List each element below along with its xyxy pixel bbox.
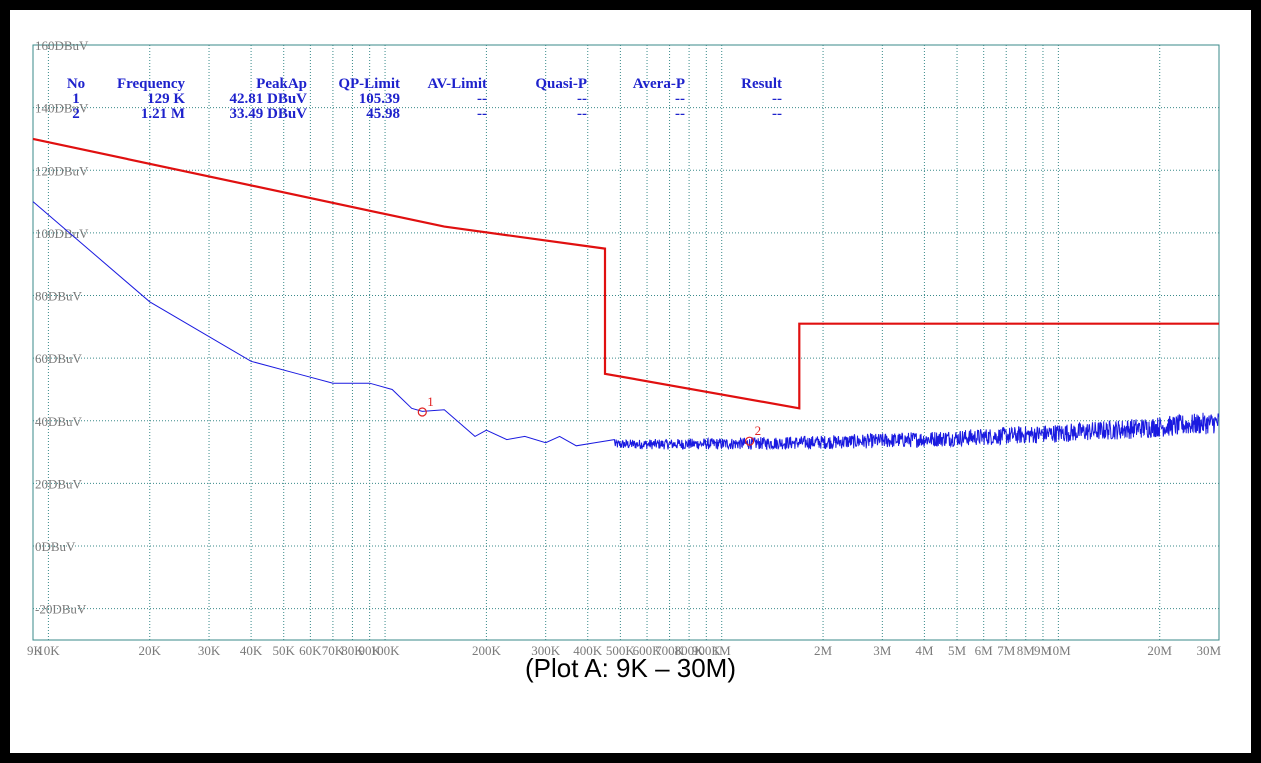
series <box>32 137 1220 451</box>
y-tick-label: 160DBuV <box>35 38 89 53</box>
y-tick-label: 40DBuV <box>35 414 83 429</box>
y-tick-label: 60DBuV <box>35 351 83 366</box>
x-tick-label: 30K <box>198 643 221 658</box>
table-cell: 45.98 <box>366 106 400 122</box>
x-tick-label: 2M <box>814 643 833 658</box>
result-table: No Frequency PeakAp QP-Limit AV-Limit Quasi-P… <box>67 76 782 122</box>
table-cell: -- <box>675 91 685 107</box>
x-tick-label: 400K <box>573 643 603 658</box>
table-cell: -- <box>577 106 587 122</box>
marker-2-circle <box>744 436 755 446</box>
y-tick-label: 100DBuV <box>35 226 89 241</box>
plot-caption: (Plot A: 9K – 30M) <box>525 653 736 683</box>
x-tick-label: 40K <box>240 643 263 658</box>
table-header-no: No <box>67 76 85 92</box>
measured-trace <box>32 201 1220 451</box>
x-tick-label: 30M <box>1196 643 1221 658</box>
table-header-avera-p: Avera-P <box>633 76 685 92</box>
x-tick-label: 4M <box>915 643 934 658</box>
markers: 12 <box>417 394 762 446</box>
limit-line <box>32 137 1219 410</box>
x-tick-label: 300K <box>531 643 561 658</box>
x-tick-label: 8M <box>1017 643 1036 658</box>
table-header-av-limit: AV-Limit <box>428 76 487 92</box>
emission-plot: 160DBuV140DBuV120DBuV100DBuV80DBuV60DBuV… <box>27 38 1221 658</box>
x-tick-label: 7M <box>997 643 1016 658</box>
y-tick-label: -20DBuV <box>35 602 87 617</box>
table-cell: 129 K <box>147 91 185 107</box>
table-cell: 1 <box>72 91 80 107</box>
x-tick-label: 90K <box>358 643 381 658</box>
x-tick-label: 6M <box>975 643 994 658</box>
x-tick-label: 80K <box>341 643 364 658</box>
x-tick-label: 9M <box>1034 643 1053 658</box>
table-cell: -- <box>477 106 487 122</box>
x-tick-label: 10K <box>37 643 60 658</box>
y-tick-label: 0DBuV <box>35 539 76 554</box>
x-tick-label: 20K <box>139 643 162 658</box>
y-tick-label: 120DBuV <box>35 163 89 178</box>
marker-1-circle <box>417 407 427 417</box>
table-cell: -- <box>577 91 587 107</box>
table-header-result: Result <box>741 76 782 92</box>
y-axis-labels: 160DBuV140DBuV120DBuV100DBuV80DBuV60DBuV… <box>35 38 89 617</box>
x-tick-label: 9K <box>27 643 44 658</box>
x-tick-label: 3M <box>873 643 892 658</box>
y-tick-label: 80DBuV <box>35 289 83 304</box>
marker-1-label: 1 <box>427 394 434 409</box>
table-cell: -- <box>675 106 685 122</box>
marker-2-label: 2 <box>755 423 762 438</box>
table-cell: 2 <box>72 106 80 122</box>
x-tick-label: 20M <box>1147 643 1172 658</box>
table-header-qp-limit: QP-Limit <box>338 76 400 92</box>
table-cell: -- <box>772 91 782 107</box>
x-tick-label: 1M <box>713 643 732 658</box>
x-tick-label: 60K <box>299 643 322 658</box>
plot-border <box>32 44 1220 641</box>
y-tick-label: 20DBuV <box>35 476 83 491</box>
grid <box>32 44 1220 641</box>
table-cell: -- <box>477 91 487 107</box>
table-cell: 33.49 DBuV <box>229 106 307 122</box>
x-tick-label: 600K <box>633 643 663 658</box>
table-cell: 1.21 M <box>141 106 185 122</box>
x-tick-label: 700K <box>655 643 685 658</box>
x-tick-label: 500K <box>606 643 636 658</box>
y-tick-label: 140DBuV <box>35 101 89 116</box>
table-cell: 105.39 <box>359 91 400 107</box>
table-header-quasi-p: Quasi-P <box>535 76 587 92</box>
table-header-peakap: PeakAp <box>256 76 307 92</box>
table-cell: -- <box>772 106 782 122</box>
x-tick-label: 800K <box>675 643 705 658</box>
x-tick-label: 10M <box>1046 643 1071 658</box>
x-tick-label: 50K <box>273 643 296 658</box>
table-cell: 42.81 DBuV <box>229 91 307 107</box>
x-tick-label: 70K <box>322 643 345 658</box>
chart-frame: 160DBuV 140DBuV 120DBuV 100DBuV 80DBuV 60DBuV… <box>10 10 1251 753</box>
x-tick-label: 5M <box>948 643 967 658</box>
x-tick-label: 100K <box>371 643 401 658</box>
table-header-frequency: Frequency <box>117 76 186 92</box>
x-tick-label: 900K <box>692 643 722 658</box>
x-tick-label: 200K <box>472 643 502 658</box>
